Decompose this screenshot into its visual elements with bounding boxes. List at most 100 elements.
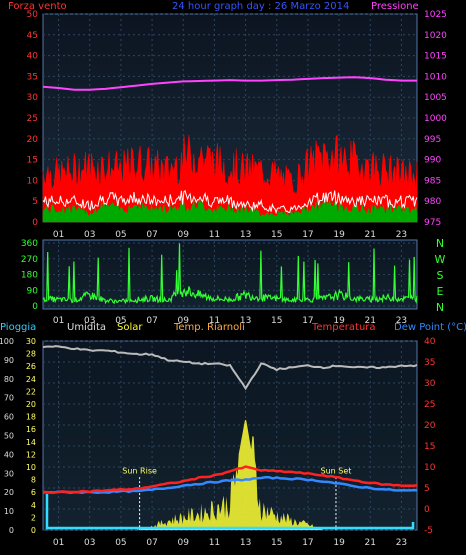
compass-letter: S [437,269,444,282]
rain-label: Pioggia [0,322,36,333]
p3-x-tick: 11 [209,538,220,548]
p3-x-tick: 01 [53,538,64,548]
p2-x-tick: 01 [53,316,64,326]
wind-y-tick: 20 [27,135,39,145]
temperature-series [42,465,418,495]
temperature-label: Temperatura [311,322,376,333]
pressure-y-tick: 1015 [424,52,447,62]
chart-title: 24 hour graph day : 26 Marzo 2014 [172,1,349,12]
p3-x-tick: 17 [302,538,313,548]
p1-x-tick: 15 [271,230,282,240]
wind-y-tick: 30 [27,93,39,103]
wind-speed-series [42,189,418,215]
p3-x-tick: 07 [146,538,157,548]
temperature-y-tick: 10 [424,463,436,473]
direction-y-tick: 270 [21,255,38,265]
dewpoint-label: Dew Point (°C) [394,322,466,333]
p1-x-tick: 13 [240,230,251,240]
humidity-y-tick: 0 [9,526,14,535]
p1-x-tick: 05 [115,230,126,240]
p2-x-tick: 13 [240,316,251,326]
humidity-y-tick: 80 [4,375,14,384]
rain-y-tick: 28 [26,350,36,359]
p2-x-tick: 05 [115,316,126,326]
sunset-label: Sun Set [321,466,352,475]
wind-y-tick: 25 [27,114,38,124]
humidity-y-tick: 100 [0,337,14,346]
rain-y-tick: 16 [26,425,36,434]
humidity-y-tick: 40 [4,450,14,459]
p3-x-tick: 13 [240,538,251,548]
rain-series [45,494,415,530]
temperature-y-tick: 25 [424,400,435,410]
p1-x-tick: 03 [84,230,95,240]
wind-y-tick: 0 [32,218,38,228]
rain-y-tick: 4 [31,501,36,510]
humidity-y-tick: 30 [4,469,14,478]
p2-x-tick: 09 [178,316,190,326]
humidity-y-tick: 50 [4,432,14,441]
rain-y-tick: 10 [26,463,36,472]
temperature-y-tick: 5 [424,484,430,494]
rain-y-tick: 2 [31,513,36,522]
p1-x-tick: 23 [396,230,407,240]
pressure-y-tick: 1020 [424,31,447,41]
rain-y-tick: 18 [26,413,36,422]
panel-3-plot [42,340,418,531]
p2-x-tick: 17 [302,316,313,326]
wind-y-tick: 10 [27,176,39,186]
p3-x-tick: 05 [115,538,126,548]
p3-x-tick: 21 [365,538,376,548]
humidity-series [42,345,418,391]
direction-y-tick: 180 [21,271,38,281]
wind-y-tick: 45 [27,31,38,41]
p1-x-tick: 19 [333,230,345,240]
pressure-label: Pressione [371,1,419,12]
direction-y-tick: 0 [32,302,38,312]
humidity-label: Umidita [67,322,106,333]
p3-x-tick: 09 [178,538,190,548]
p1-x-tick: 09 [178,230,190,240]
rain-y-tick: 14 [26,438,36,447]
wind-label: Forza vento [8,1,67,12]
compass-letter: W [435,253,446,266]
p2-x-tick: 03 [84,316,95,326]
humidity-y-tick: 60 [4,413,14,422]
solar-label: Solar [117,322,143,333]
temperature-y-tick: 20 [424,421,436,431]
pressure-series [42,76,417,91]
temperature-y-tick: 40 [424,337,436,347]
p1-x-tick: 11 [209,230,220,240]
p2-x-tick: 11 [209,316,220,326]
rain-y-tick: 8 [31,476,36,485]
p1-x-tick: 21 [365,230,376,240]
humidity-y-tick: 90 [4,356,14,365]
humidity-y-tick: 10 [4,507,14,516]
rain-y-tick: 22 [26,387,36,396]
compass-letter: E [437,285,444,298]
p3-x-tick: 15 [271,538,282,548]
pressure-y-tick: 1000 [424,114,447,124]
temperature-y-tick: 30 [424,379,436,389]
rain-y-tick: 24 [26,375,36,384]
temperature-y-tick: 0 [424,505,430,515]
temperature-y-tick: 35 [424,358,435,368]
wind-y-tick: 40 [27,52,39,62]
pressure-y-tick: 1005 [424,93,447,103]
p1-x-tick: 01 [53,230,64,240]
pressure-y-tick: 995 [424,135,441,145]
p2-x-tick: 23 [396,316,407,326]
p2-x-tick: 21 [365,316,376,326]
pressure-y-tick: 985 [424,176,441,186]
direction-y-tick: 360 [21,239,38,249]
p3-x-tick: 19 [333,538,345,548]
rain-y-tick: 12 [26,450,36,459]
pressure-y-tick: 1010 [424,72,447,82]
temperature-y-tick: 15 [424,442,435,452]
p2-x-tick: 15 [271,316,282,326]
pressure-y-tick: 975 [424,218,441,228]
compass-letter: N [436,237,444,250]
temperature-y-tick: -5 [424,526,433,536]
rain-y-tick: 26 [26,362,36,371]
direction-y-tick: 90 [27,286,39,296]
